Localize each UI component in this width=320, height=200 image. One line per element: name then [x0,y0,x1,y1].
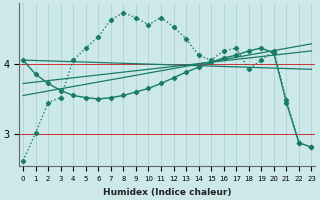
X-axis label: Humidex (Indice chaleur): Humidex (Indice chaleur) [103,188,232,197]
